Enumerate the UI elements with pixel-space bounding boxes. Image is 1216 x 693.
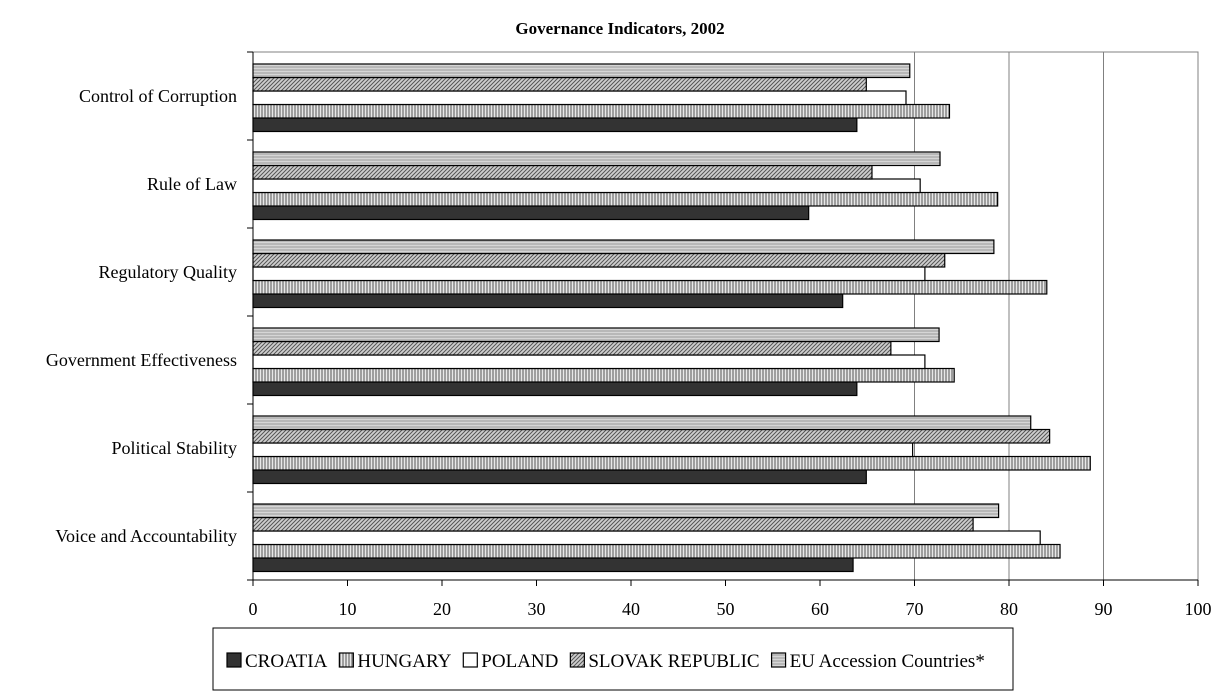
legend-swatch-poland: [462, 652, 478, 668]
bar-slovak-republic-control-of-corruption: [252, 76, 867, 92]
bar-eu-accession-countries-rule-of-law: [252, 151, 941, 167]
legend-swatch-croatia: [226, 652, 242, 668]
legend-label-eu-accession-countries: EU Accession Countries*: [790, 651, 985, 672]
x-tick-label-30: 30: [528, 599, 546, 619]
category-label-political-stability: Political Stability: [112, 438, 238, 458]
legend-label-poland: POLAND: [481, 651, 558, 672]
category-label-rule-of-law: Rule of Law: [147, 174, 237, 194]
bar-poland-regulatory-quality: [252, 266, 926, 282]
bar-hungary-regulatory-quality: [252, 279, 1048, 295]
bar-poland-rule-of-law: [252, 178, 921, 194]
bar-eu-accession-countries-political-stability: [252, 415, 1032, 431]
bar-hungary-control-of-corruption: [252, 103, 951, 119]
bar-slovak-republic-political-stability: [252, 428, 1051, 444]
bar-poland-voice-and-accountability: [252, 530, 1041, 546]
bar-croatia-regulatory-quality: [252, 293, 844, 309]
bar-eu-accession-countries-government-effectiveness: [252, 327, 940, 343]
x-tick-label-20: 20: [433, 599, 451, 619]
category-label-control-of-corruption: Control of Corruption: [79, 86, 237, 106]
legend-label-croatia: CROATIA: [245, 651, 328, 672]
category-label-voice-and-accountability: Voice and Accountability: [55, 526, 237, 546]
bar-croatia-rule-of-law: [252, 205, 810, 221]
x-tick-label-80: 80: [1000, 599, 1018, 619]
legend-swatch-hungary: [338, 652, 354, 668]
x-tick-label-40: 40: [622, 599, 640, 619]
bar-croatia-government-effectiveness: [252, 381, 858, 397]
bar-croatia-political-stability: [252, 469, 867, 485]
y-axis-ticks: [247, 51, 253, 581]
legend: CROATIA HUNGARY POLAND SLOVAK REPUBLIC EU Ac…: [226, 651, 985, 672]
legend-label-hungary: HUNGARY: [357, 651, 451, 672]
bar-slovak-republic-government-effectiveness: [252, 340, 892, 356]
x-tick-label-60: 60: [811, 599, 829, 619]
bar-slovak-republic-voice-and-accountability: [252, 516, 974, 532]
x-tick-label-50: 50: [717, 599, 735, 619]
legend-swatch-slovak-republic: [569, 652, 585, 668]
plot-area: [253, 52, 1198, 580]
x-tick-label-90: 90: [1095, 599, 1113, 619]
x-tick-label-70: 70: [906, 599, 924, 619]
x-tick-label-0: 0: [249, 599, 258, 619]
bar-hungary-rule-of-law: [252, 191, 999, 207]
bar-slovak-republic-regulatory-quality: [252, 252, 946, 268]
gridlines: [914, 52, 1104, 580]
bar-poland-government-effectiveness: [252, 354, 926, 370]
bar-poland-political-stability: [252, 442, 914, 458]
bar-croatia-control-of-corruption: [252, 117, 858, 133]
category-label-government-effectiveness: Government Effectiveness: [46, 350, 237, 370]
bar-eu-accession-countries-regulatory-quality: [252, 239, 995, 255]
bar-slovak-republic-rule-of-law: [252, 164, 873, 180]
chart-title: Governance Indicators, 2002: [515, 19, 724, 38]
category-labels: Control of Corruption Rule of Law Regulato…: [46, 86, 237, 546]
x-tick-label-100: 100: [1185, 599, 1212, 619]
category-label-regulatory-quality: Regulatory Quality: [99, 262, 237, 282]
x-tick-label-10: 10: [339, 599, 357, 619]
bar-hungary-voice-and-accountability: [252, 543, 1061, 559]
x-tick-labels: 0 10 20 30 40 50 60 70 80 90 100: [249, 599, 1212, 619]
legend-label-slovak-republic: SLOVAK REPUBLIC: [588, 651, 759, 672]
bar-hungary-political-stability: [252, 455, 1091, 471]
x-axis-ticks: [252, 580, 1199, 586]
bar-eu-accession-countries-voice-and-accountability: [252, 503, 1000, 519]
bar-croatia-voice-and-accountability: [252, 557, 854, 573]
bar-hungary-government-effectiveness: [252, 367, 955, 383]
bar-eu-accession-countries-control-of-corruption: [252, 63, 911, 79]
bar-poland-control-of-corruption: [252, 90, 907, 106]
legend-swatch-eu-accession-countries: [770, 652, 787, 668]
